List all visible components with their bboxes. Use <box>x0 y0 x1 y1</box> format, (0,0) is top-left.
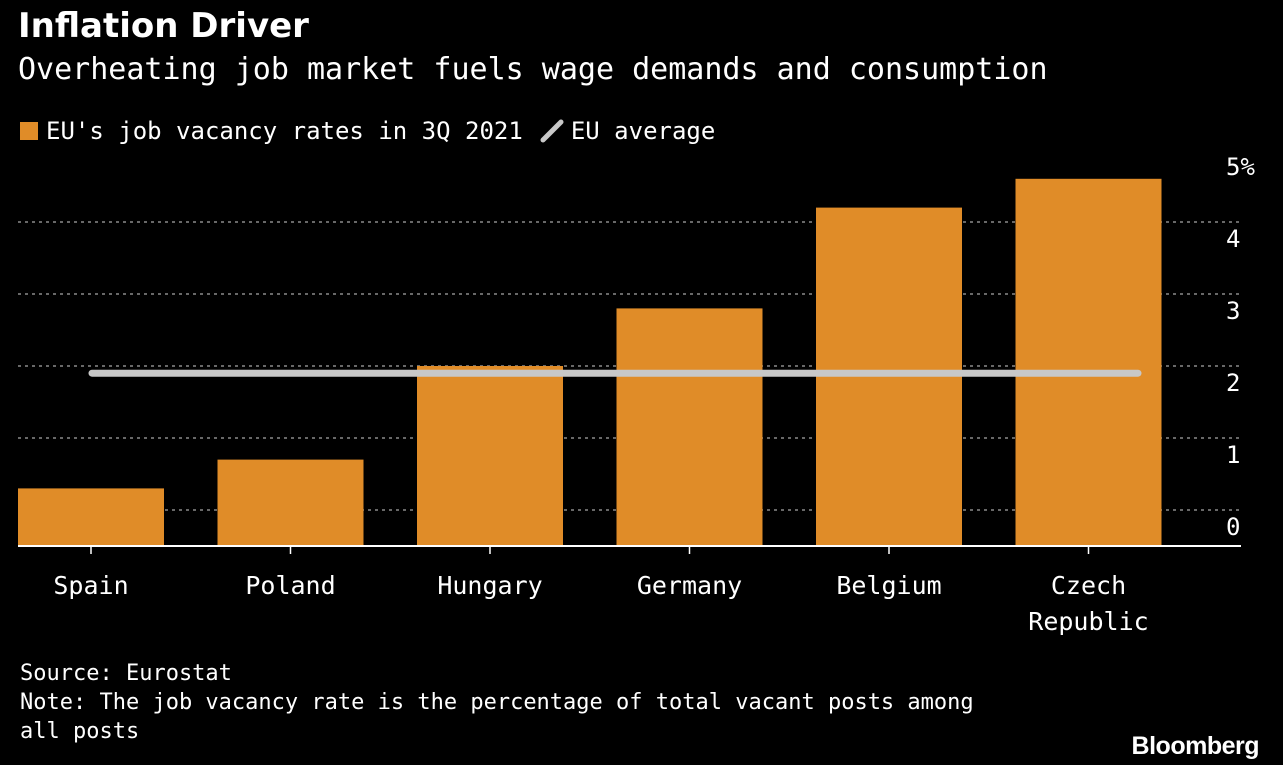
note-text: Note: The job vacancy rate is the percen… <box>20 690 974 744</box>
x-tick-label: Republic <box>1028 607 1148 636</box>
chart-subtitle: Overheating job market fuels wage demand… <box>18 52 1048 87</box>
bar-hungary <box>417 366 563 546</box>
x-tick-label: Spain <box>53 571 128 600</box>
bar-belgium <box>816 207 962 546</box>
footer: Source: Eurostat Note: The job vacancy r… <box>20 659 1000 746</box>
x-tick-label: Germany <box>637 571 742 600</box>
legend: EU's job vacancy rates in 3Q 2021 EU ave… <box>20 113 715 149</box>
legend-line-icon <box>540 119 564 143</box>
y-tick-label: 2 <box>1226 369 1240 397</box>
x-tick-label: Belgium <box>836 571 941 600</box>
x-tick-label: Hungary <box>437 571 542 600</box>
bloomberg-logo: Bloomberg <box>1131 732 1260 760</box>
y-tick-label: 0 <box>1226 513 1240 541</box>
x-tick-label: Poland <box>245 571 335 600</box>
chart-title: Inflation Driver <box>18 6 309 46</box>
y-tick-label: 5% <box>1226 153 1255 181</box>
legend-line-label: EU average <box>570 117 716 145</box>
legend-bar-label: EU's job vacancy rates in 3Q 2021 <box>46 117 523 145</box>
legend-bar-swatch <box>20 122 38 140</box>
bar-spain <box>18 488 164 546</box>
bar-czech-republic <box>1015 178 1162 547</box>
y-tick-label: 4 <box>1226 225 1240 253</box>
y-tick-label: 3 <box>1226 297 1240 325</box>
bar-poland <box>217 459 364 546</box>
y-tick-label: 1 <box>1226 441 1240 469</box>
bar-germany <box>616 308 763 546</box>
source-text: Source: Eurostat <box>20 661 232 686</box>
x-tick-label: Czech <box>1051 571 1126 600</box>
